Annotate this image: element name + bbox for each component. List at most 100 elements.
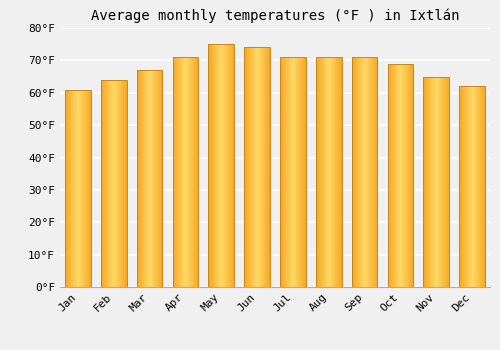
Bar [355,57,356,287]
Bar [216,44,217,287]
Bar [188,57,190,287]
Bar [335,57,336,287]
Bar [231,44,232,287]
Bar [440,77,441,287]
Bar [260,47,261,287]
Bar [328,57,329,287]
Bar [255,47,256,287]
Bar [405,64,406,287]
Bar [358,57,359,287]
Bar [298,57,299,287]
Bar [185,57,186,287]
Bar [428,77,429,287]
Bar [124,80,125,287]
Bar [136,70,162,287]
Bar [248,47,250,287]
Bar [295,57,296,287]
Bar [296,57,297,287]
Bar [340,57,341,287]
Bar [304,57,305,287]
Bar [194,57,195,287]
Bar [152,70,153,287]
Bar [178,57,179,287]
Bar [321,57,322,287]
Bar [232,44,233,287]
Bar [302,57,304,287]
Bar [172,57,199,287]
Bar [324,57,325,287]
Bar [229,44,230,287]
Bar [354,57,355,287]
Bar [478,86,479,287]
Bar [121,80,122,287]
Bar [253,47,254,287]
Bar [73,90,74,287]
Bar [150,70,151,287]
Bar [292,57,293,287]
Bar [221,44,222,287]
Bar [84,90,85,287]
Bar [183,57,184,287]
Bar [280,57,281,287]
Bar [389,64,390,287]
Bar [368,57,369,287]
Bar [263,47,264,287]
Bar [196,57,197,287]
Bar [334,57,335,287]
Bar [479,86,480,287]
Bar [120,80,121,287]
Bar [186,57,188,287]
Bar [373,57,374,287]
Bar [142,70,143,287]
Bar [446,77,448,287]
Bar [286,57,287,287]
Bar [226,44,227,287]
Bar [82,90,83,287]
Bar [318,57,319,287]
Bar [70,90,71,287]
Bar [175,57,176,287]
Bar [213,44,214,287]
Bar [89,90,90,287]
Bar [427,77,428,287]
Bar [247,47,248,287]
Bar [179,57,180,287]
Bar [230,44,231,287]
Bar [244,47,270,287]
Bar [429,77,430,287]
Bar [259,47,260,287]
Bar [245,47,246,287]
Bar [360,57,362,287]
Bar [90,90,91,287]
Bar [68,90,69,287]
Bar [288,57,289,287]
Bar [471,86,472,287]
Bar [264,47,265,287]
Bar [432,77,433,287]
Bar [69,90,70,287]
Bar [250,47,252,287]
Bar [465,86,466,287]
Bar [293,57,294,287]
Bar [192,57,193,287]
Bar [412,64,414,287]
Bar [174,57,175,287]
Bar [222,44,223,287]
Bar [67,90,68,287]
Bar [160,70,161,287]
Bar [330,57,332,287]
Bar [356,57,357,287]
Bar [341,57,342,287]
Bar [300,57,302,287]
Bar [216,44,218,287]
Bar [285,57,286,287]
Bar [376,57,377,287]
Bar [65,90,66,287]
Bar [71,90,72,287]
Bar [215,44,216,287]
Bar [81,90,82,287]
Bar [173,57,174,287]
Bar [477,86,478,287]
Bar [161,70,162,287]
Bar [438,77,439,287]
